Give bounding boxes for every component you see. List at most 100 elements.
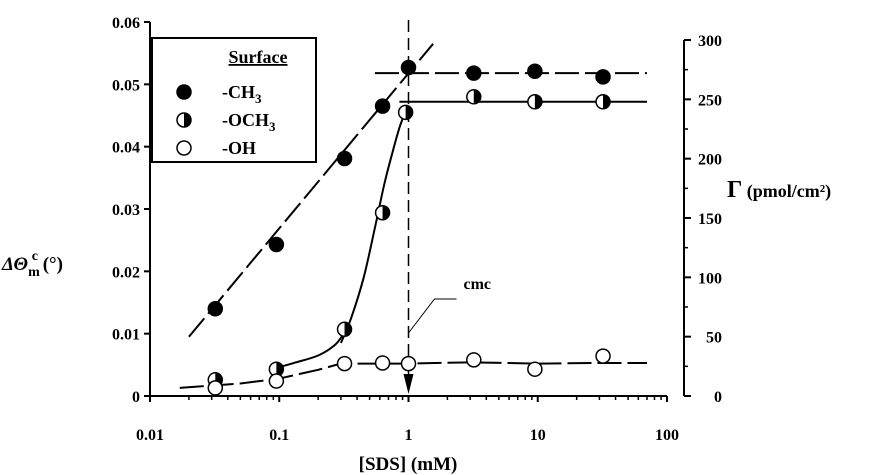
data-points bbox=[207, 59, 611, 396]
data-point-filled bbox=[207, 300, 224, 317]
left-axis-title-sub: m bbox=[28, 265, 40, 280]
legend-marker-open bbox=[176, 140, 192, 156]
data-point-open-shape bbox=[400, 355, 417, 372]
data-point-half bbox=[336, 321, 353, 338]
data-point-filled bbox=[466, 65, 482, 81]
legend-entries: -CH3-OCH3-OH bbox=[176, 82, 276, 158]
right-tick-label: 300 bbox=[698, 33, 722, 50]
data-point-open bbox=[336, 355, 353, 372]
left-axis-title: ΔΘmc (°) bbox=[1, 249, 63, 280]
legend-marker-filled-shape bbox=[176, 84, 192, 100]
cmc-leader-line bbox=[408, 298, 457, 334]
left-tick-label: 0.05 bbox=[112, 77, 140, 94]
right-tick-label: 150 bbox=[698, 211, 722, 228]
cmc-marker: cmc bbox=[403, 20, 492, 394]
data-point-open-shape bbox=[595, 348, 611, 364]
data-point-open-shape bbox=[336, 355, 353, 372]
right-axis-title-main: Γ bbox=[727, 177, 742, 203]
data-point-open-shape bbox=[268, 373, 285, 389]
legend-marker-filled bbox=[176, 84, 192, 100]
data-point-half bbox=[374, 204, 391, 221]
data-point-open-shape bbox=[207, 380, 224, 396]
left-tick-label: 0.01 bbox=[112, 327, 140, 344]
data-point-open bbox=[527, 361, 543, 377]
data-point-half bbox=[595, 94, 611, 110]
data-point-filled-shape bbox=[466, 65, 482, 81]
data-point-open bbox=[374, 355, 391, 371]
cmc-label: cmc bbox=[464, 276, 492, 293]
data-point-half-half bbox=[603, 94, 611, 109]
right-tick-label: 0 bbox=[714, 389, 722, 406]
fit-lines bbox=[179, 43, 647, 389]
left-tick-label: 0.04 bbox=[112, 140, 140, 157]
data-point-open bbox=[466, 352, 482, 368]
data-point-half-half bbox=[276, 362, 284, 377]
axes: 0.01 0.1 1 10 100 0 0.01 0.02 0.03 0.04 0.05 0.06 0 5… bbox=[112, 15, 722, 444]
fit-line-3 bbox=[269, 331, 346, 371]
legend-label-main: -OCH bbox=[222, 110, 269, 130]
fit-line-5 bbox=[179, 361, 647, 389]
data-point-filled bbox=[268, 236, 285, 253]
data-point-half-half bbox=[534, 94, 542, 109]
legend-label: -OCH3 bbox=[222, 110, 276, 134]
data-point-open-shape bbox=[527, 361, 543, 377]
left-tick-label: 0 bbox=[132, 389, 140, 406]
cmc-arrowhead bbox=[403, 374, 414, 394]
x-tick-label: 0.01 bbox=[136, 427, 164, 444]
data-point-filled bbox=[374, 98, 391, 114]
left-axis-title-main: ΔΘ bbox=[1, 254, 28, 275]
x-axis-title: [SDS] (mM) bbox=[359, 454, 458, 475]
legend-box bbox=[151, 37, 317, 163]
legend-marker-half-half bbox=[184, 113, 191, 127]
data-point-open bbox=[268, 373, 285, 389]
left-axis-title-sup: c bbox=[32, 249, 38, 264]
legend-label: -OH bbox=[222, 138, 256, 158]
right-axis-title-unit: (pmol/cm²) bbox=[742, 181, 831, 202]
data-point-filled-shape bbox=[595, 69, 611, 85]
legend-label-sub: 3 bbox=[269, 119, 276, 134]
data-point-filled-shape bbox=[268, 236, 285, 253]
legend-label: -CH3 bbox=[222, 82, 262, 106]
left-tick-label: 0.06 bbox=[112, 15, 140, 32]
legend-label-main: -OH bbox=[222, 138, 256, 158]
data-point-half-half bbox=[405, 105, 413, 120]
data-point-open-shape bbox=[374, 355, 391, 371]
x-tick-label: 1 bbox=[405, 427, 413, 444]
left-axis-title-unit: (°) bbox=[38, 254, 63, 275]
data-point-open bbox=[207, 380, 224, 396]
data-point-open bbox=[595, 348, 611, 364]
right-tick-label: 50 bbox=[706, 330, 722, 347]
legend-marker-open-shape bbox=[176, 140, 192, 156]
fit-line-0 bbox=[188, 43, 434, 338]
data-point-half bbox=[466, 89, 482, 105]
right-tick-label: 250 bbox=[698, 92, 722, 109]
x-tick-label: 10 bbox=[530, 427, 546, 444]
data-point-filled-shape bbox=[400, 59, 417, 76]
legend-title: Surface bbox=[229, 47, 288, 67]
right-axis-title: Γ (pmol/cm²) bbox=[727, 177, 831, 203]
right-tick-label: 100 bbox=[698, 270, 722, 287]
x-tick-label: 100 bbox=[655, 427, 679, 444]
data-point-filled bbox=[527, 63, 543, 79]
data-point-open bbox=[400, 355, 417, 372]
left-tick-label: 0.02 bbox=[112, 264, 140, 281]
data-point-half-half bbox=[382, 205, 390, 220]
left-tick-label: 0.03 bbox=[112, 202, 140, 219]
data-point-filled bbox=[595, 69, 611, 85]
data-point-filled-shape bbox=[527, 63, 543, 79]
data-point-filled-shape bbox=[336, 150, 353, 167]
x-tick-label: 0.1 bbox=[269, 427, 289, 444]
data-point-half bbox=[527, 94, 543, 110]
legend: Surface -CH3-OCH3-OH bbox=[151, 37, 317, 163]
data-point-filled bbox=[400, 59, 417, 76]
legend-label-sub: 3 bbox=[255, 91, 262, 106]
legend-marker-half bbox=[176, 112, 192, 128]
data-point-half-half bbox=[473, 89, 481, 104]
data-point-filled-shape bbox=[207, 300, 224, 317]
data-point-half bbox=[397, 104, 414, 121]
legend-label-main: -CH bbox=[222, 82, 255, 102]
data-point-filled-shape bbox=[374, 98, 391, 114]
data-point-open-shape bbox=[466, 352, 482, 368]
right-tick-label: 200 bbox=[698, 152, 722, 169]
